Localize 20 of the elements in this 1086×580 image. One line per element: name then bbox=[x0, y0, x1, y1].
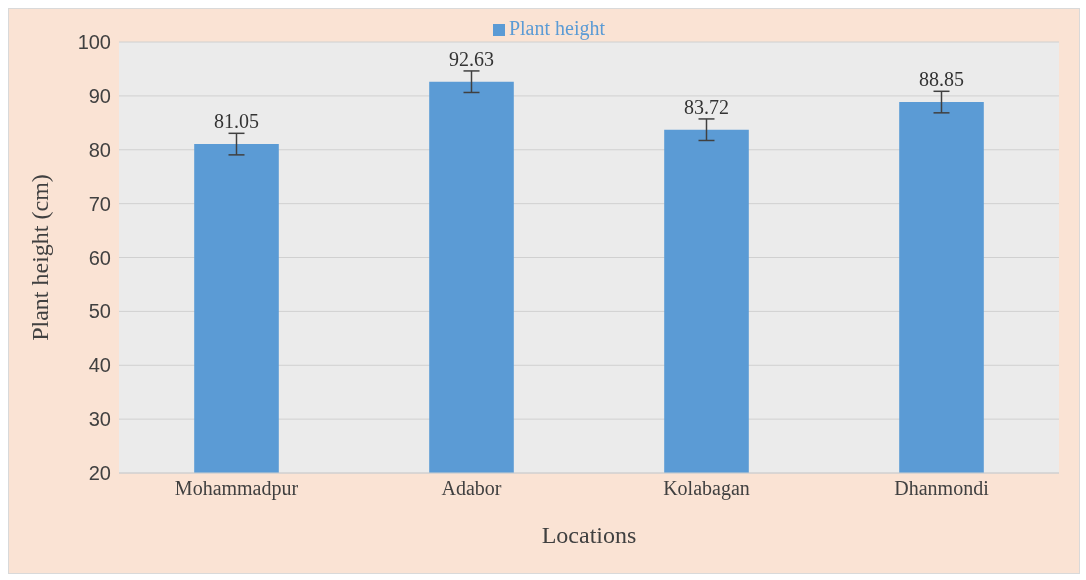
y-tick-label: 70 bbox=[88, 192, 111, 215]
x-axis-title: Locations bbox=[541, 522, 637, 548]
y-tick-label: 50 bbox=[88, 300, 111, 323]
x-tick-label: Mohammadpur bbox=[174, 477, 299, 501]
y-tick-label: 20 bbox=[88, 462, 111, 485]
x-tick-label: Dhanmondi bbox=[894, 477, 990, 500]
data-label: 83.72 bbox=[684, 95, 729, 118]
y-tick-label: 30 bbox=[88, 408, 111, 431]
data-label: 81.05 bbox=[214, 110, 259, 133]
y-tick-label: 100 bbox=[77, 31, 111, 54]
y-tick-label: 60 bbox=[88, 246, 111, 269]
y-tick-label: 80 bbox=[88, 138, 111, 161]
legend-label: Plant height bbox=[508, 17, 606, 39]
y-tick-label: 90 bbox=[88, 84, 111, 107]
data-label: 88.85 bbox=[919, 68, 964, 91]
data-label: 92.63 bbox=[449, 47, 494, 70]
x-tick-label: Adabor bbox=[441, 477, 502, 500]
y-axis-title: Plant height (cm) bbox=[26, 174, 53, 341]
x-tick-label: Kolabagan bbox=[663, 477, 750, 501]
y-tick-label: 40 bbox=[88, 354, 111, 377]
